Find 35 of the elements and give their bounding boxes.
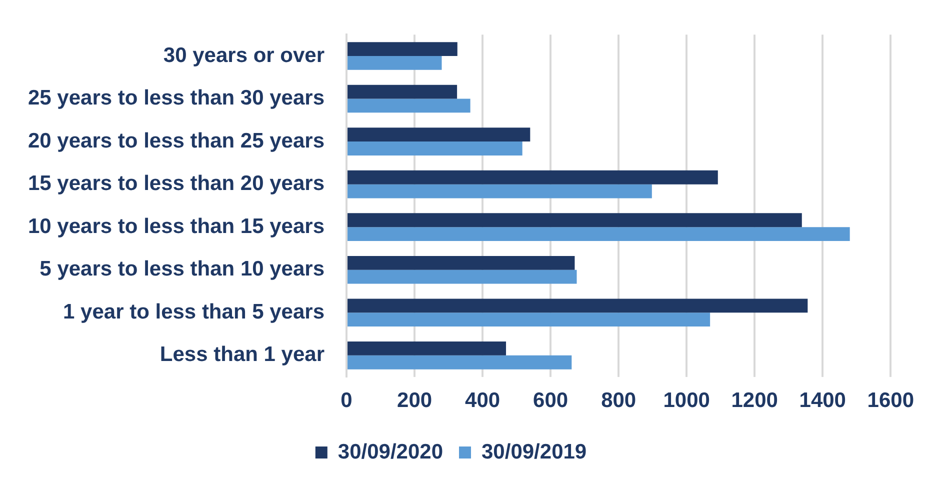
bar [348, 312, 710, 327]
bar [348, 128, 530, 142]
bar [348, 227, 850, 241]
bar [348, 84, 458, 99]
x-tick-label: 200 [397, 389, 432, 412]
y-tick-label: 15 years to less than 20 years [28, 172, 325, 196]
x-tick-label: 1400 [799, 389, 846, 412]
bar [348, 170, 718, 184]
x-tick-label: 600 [533, 389, 568, 412]
x-tick-label: 1600 [867, 389, 914, 412]
bar [348, 342, 506, 356]
bar [348, 56, 442, 70]
bar [348, 213, 802, 228]
bar [348, 142, 522, 156]
y-tick-label: 30 years or over [163, 44, 325, 67]
x-tick-label: 400 [465, 389, 500, 412]
y-tick-label: Less than 1 year [160, 343, 325, 366]
x-tick-label: 800 [601, 389, 636, 412]
y-tick-label: 20 years to less than 25 years [28, 129, 325, 152]
bar [348, 98, 470, 113]
legend-label: 30/09/2019 [482, 440, 587, 464]
bar [348, 42, 458, 56]
y-tick-label: 5 years to less than 10 years [40, 258, 325, 281]
x-tick-label: 1200 [731, 389, 778, 412]
x-tick-label: 0 [340, 389, 352, 412]
y-tick-label: 1 year to less than 5 years [63, 300, 325, 324]
y-tick-label: 10 years to less than 15 years [28, 214, 325, 238]
x-tick-label: 1000 [663, 389, 710, 412]
y-tick-label: 25 years to less than 30 years [28, 86, 325, 110]
legend-label: 30/09/2020 [338, 440, 444, 464]
bar [348, 355, 572, 370]
bar [348, 184, 652, 198]
bar [348, 256, 575, 270]
bar [348, 270, 577, 284]
bar [348, 298, 808, 313]
